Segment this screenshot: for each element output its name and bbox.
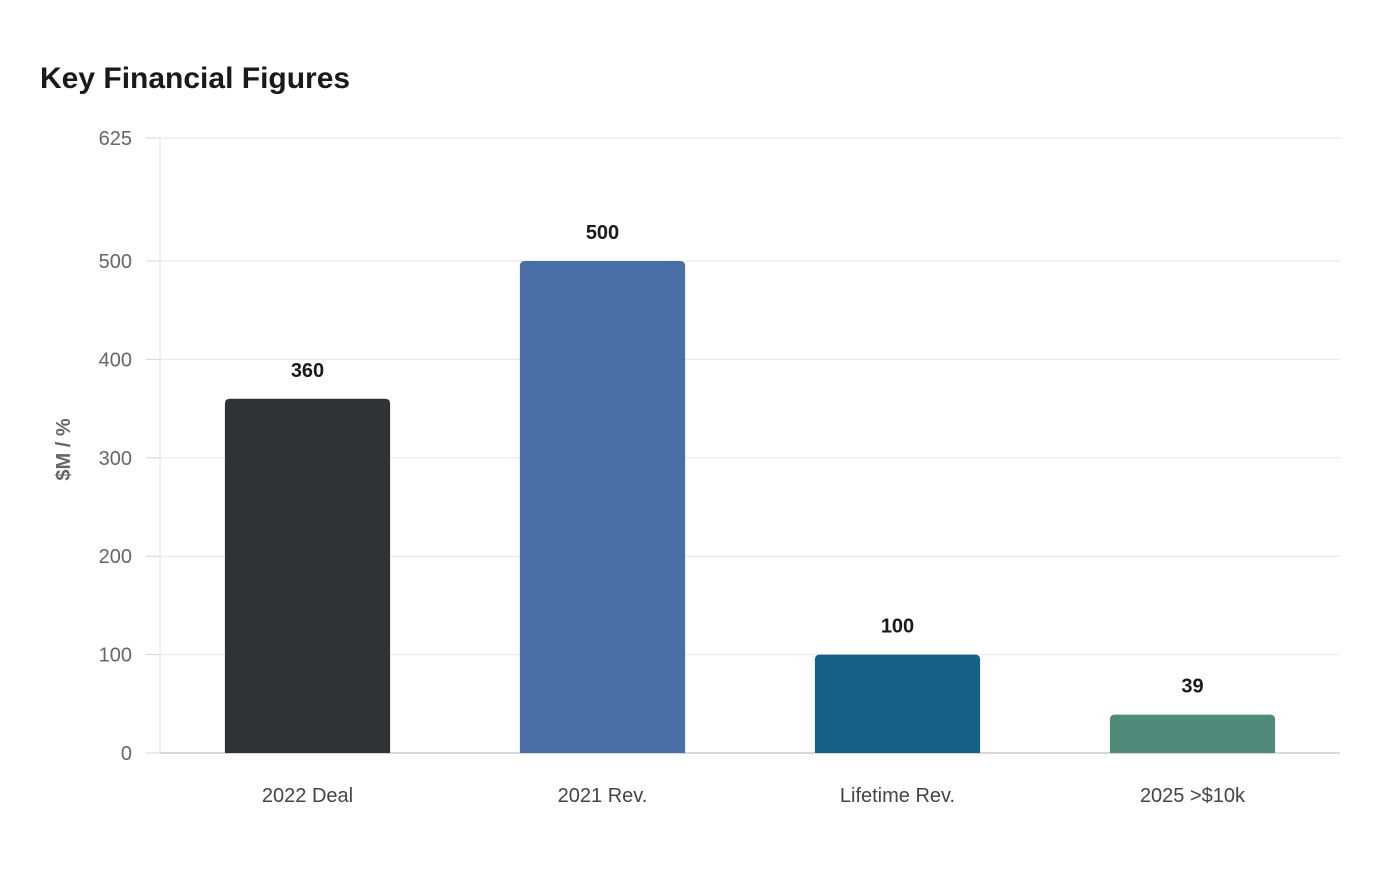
data-label: 500 <box>586 222 619 244</box>
x-tick-labels: 2022 Deal 2021 Rev. Lifetime Rev. 2025 >$10… <box>262 785 1246 807</box>
bars <box>224 261 1276 753</box>
bar-2022-deal <box>224 398 391 753</box>
x-tick-label: 2025 >$10k <box>1140 785 1246 807</box>
chart-title: Key Financial Figures <box>40 62 351 95</box>
data-label: 360 <box>291 360 324 382</box>
bar-lifetime-rev <box>814 654 981 753</box>
x-tick-label: 2022 Deal <box>262 785 353 807</box>
y-tick-label: 300 <box>99 448 132 470</box>
y-tick-label: 625 <box>99 128 132 150</box>
x-tick-label: Lifetime Rev. <box>840 785 955 807</box>
data-labels: 360 500 100 39 <box>291 222 1204 698</box>
y-tick-labels: 0 100 200 300 400 500 625 <box>99 128 132 765</box>
x-tick-label: 2021 Rev. <box>558 785 648 807</box>
y-tick-label: 0 <box>121 743 132 765</box>
data-label: 100 <box>881 616 914 638</box>
bar-2025-10k <box>1109 714 1276 753</box>
y-axis-title: $M / % <box>53 418 75 480</box>
bar-2021-rev <box>519 261 686 753</box>
data-label: 39 <box>1181 676 1203 698</box>
y-tick-label: 500 <box>99 251 132 273</box>
y-tick-label: 100 <box>99 645 132 667</box>
y-tick-label: 200 <box>99 546 132 568</box>
y-tick-label: 400 <box>99 349 132 371</box>
